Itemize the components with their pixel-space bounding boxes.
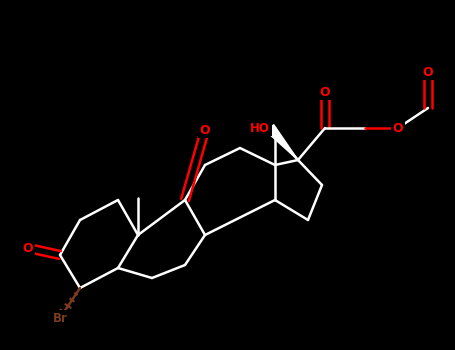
Text: Br: Br: [53, 312, 67, 324]
Text: O: O: [423, 65, 433, 78]
Text: O: O: [23, 241, 33, 254]
Text: O: O: [393, 121, 403, 134]
Polygon shape: [266, 125, 298, 160]
Text: O: O: [200, 124, 210, 136]
Text: HO: HO: [250, 121, 270, 134]
Text: O: O: [320, 85, 330, 98]
